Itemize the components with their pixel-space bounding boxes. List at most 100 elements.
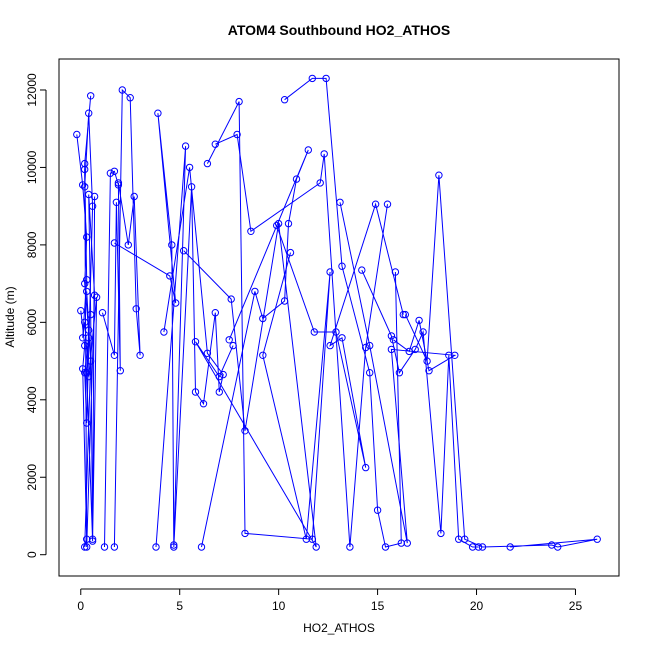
data-point	[326, 341, 334, 350]
data-point	[152, 543, 160, 551]
y-tick-label: 2000	[25, 464, 39, 491]
y-axis-label: Altitude (m)	[3, 286, 17, 347]
data-point	[199, 400, 208, 408]
series-line	[404, 175, 598, 548]
data-point	[154, 109, 162, 117]
data-point	[77, 307, 85, 315]
data-point	[346, 543, 354, 551]
data-point	[326, 268, 334, 276]
data-point	[425, 367, 433, 375]
data-point	[389, 336, 398, 344]
data-point	[419, 328, 427, 336]
data-point	[215, 388, 224, 396]
data-point	[362, 343, 370, 352]
data-point	[284, 219, 293, 228]
data-point	[203, 159, 212, 168]
data-point	[181, 142, 190, 150]
data-point	[114, 179, 123, 187]
data-point	[292, 175, 301, 183]
x-tick-label: 5	[176, 599, 183, 613]
data-point	[170, 543, 178, 551]
x-tick-label: 15	[371, 599, 385, 613]
data-point	[371, 200, 380, 208]
data-point	[312, 543, 320, 551]
data-point	[308, 74, 316, 83]
data-point	[233, 130, 241, 139]
chart-title: ATOM4 Southbound HO2_ATHOS	[228, 22, 450, 38]
y-tick-label: 4000	[25, 386, 39, 413]
data-point	[437, 529, 445, 538]
series-8	[180, 219, 320, 551]
data-point	[185, 163, 194, 172]
data-point	[191, 388, 200, 396]
data-point	[241, 427, 249, 435]
data-point	[381, 543, 390, 551]
x-tick-label: 0	[77, 599, 84, 613]
data-point	[401, 310, 409, 319]
data-point	[366, 341, 374, 350]
data-point	[362, 463, 370, 472]
series-7	[160, 163, 227, 551]
x-axis: 0 5 10 15 20 25	[77, 588, 583, 613]
data-point	[81, 165, 89, 174]
series-line	[339, 202, 457, 544]
data-point	[79, 334, 87, 342]
data-point	[405, 347, 413, 356]
series-line	[80, 113, 94, 548]
data-point	[81, 318, 89, 326]
y-tick-label: 6000	[25, 309, 39, 336]
data-point	[81, 369, 89, 377]
data-point	[110, 239, 119, 247]
data-point	[98, 309, 107, 317]
x-tick-label: 10	[272, 599, 286, 613]
data-point	[160, 328, 168, 336]
data-point	[241, 529, 249, 538]
data-point	[235, 97, 243, 106]
data-point	[302, 535, 310, 543]
x-tick-label: 25	[569, 599, 583, 613]
data-point	[81, 279, 89, 288]
data-point	[197, 543, 206, 551]
data-point	[554, 543, 562, 551]
data-point	[83, 276, 91, 284]
data-point	[322, 74, 330, 83]
data-point	[225, 336, 233, 344]
data-point	[79, 365, 87, 373]
series-line	[113, 88, 141, 548]
series-line	[361, 269, 479, 548]
data-point	[247, 227, 255, 236]
data-point	[423, 357, 431, 365]
series-11	[211, 130, 392, 551]
data-point	[81, 159, 89, 168]
data-point	[83, 535, 91, 543]
data-point	[358, 266, 366, 274]
data-point	[83, 287, 91, 296]
data-point	[203, 349, 212, 357]
plot-frame	[58, 58, 620, 577]
series-line	[82, 169, 98, 540]
series-15	[401, 171, 601, 551]
data-point	[85, 109, 93, 117]
y-tick-label: 8000	[25, 231, 39, 258]
data-point	[227, 295, 235, 303]
data-point	[92, 293, 101, 301]
data-point	[506, 543, 514, 551]
series-13	[273, 200, 407, 472]
data-point	[383, 200, 392, 208]
plot-area	[73, 74, 601, 551]
data-point	[83, 233, 91, 241]
data-point	[229, 341, 237, 350]
data-point	[83, 543, 91, 551]
data-point	[83, 419, 91, 427]
data-point	[451, 351, 459, 359]
data-point	[81, 543, 89, 551]
data-point	[110, 167, 119, 176]
data-point	[316, 179, 324, 187]
data-point	[387, 345, 396, 354]
y-axis: 0 2000 4000 6000 8000 10000 12000	[25, 73, 47, 558]
data-point	[280, 96, 289, 104]
data-point	[280, 297, 289, 305]
series-line	[163, 167, 224, 548]
data-point	[415, 316, 423, 325]
